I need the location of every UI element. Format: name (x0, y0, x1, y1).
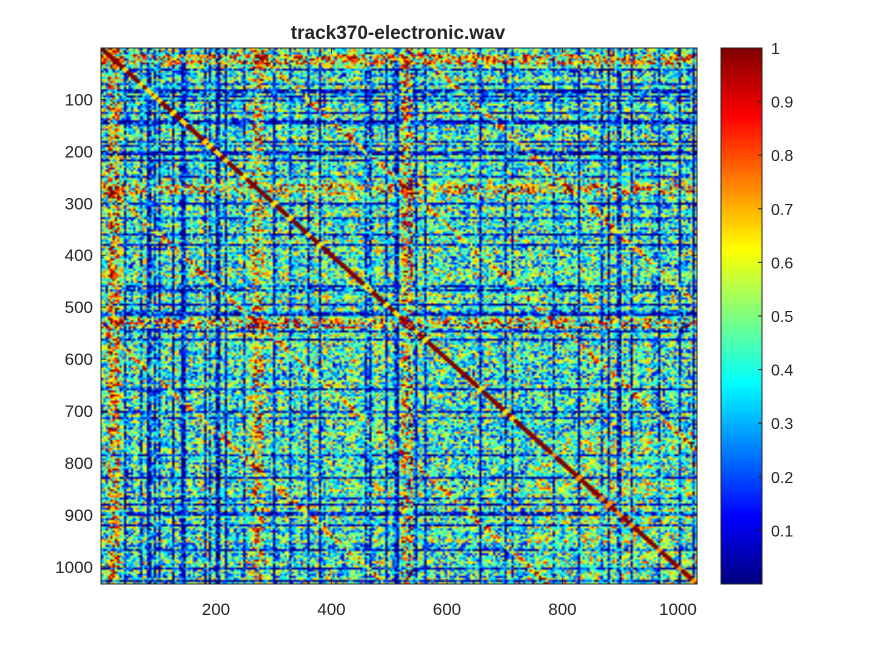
x-tick-label: 800 (548, 600, 576, 619)
x-tick-label: 200 (202, 600, 230, 619)
colorbar-tick-label: 0.7 (771, 202, 793, 219)
colorbar-ticks: 0.1 0.2 0.3 0.4 0.5 0.6 0.7 0.8 0.9 1 (758, 41, 793, 540)
y-tick-label: 900 (65, 506, 93, 525)
colorbar-tick-label: 0.1 (771, 523, 793, 540)
y-tick-label: 100 (65, 90, 93, 109)
plot-frame (100, 47, 698, 585)
colorbar-gradient (721, 48, 762, 584)
colorbar: 0.1 0.2 0.3 0.4 0.5 0.6 0.7 0.8 0.9 1 (720, 41, 793, 585)
colorbar-tick-label: 0.6 (771, 255, 793, 272)
heatmap-plot-area (100, 47, 698, 585)
colorbar-tick-label: 0.5 (771, 309, 793, 326)
x-tick-label: 400 (317, 600, 345, 619)
colorbar-tick-label: 0.8 (771, 148, 793, 165)
y-tick-label: 300 (65, 194, 93, 213)
colorbar-tick-label: 0.9 (771, 95, 793, 112)
colorbar-tick-label: 0.2 (771, 470, 793, 487)
y-tick-label: 1000 (55, 558, 93, 577)
colorbar-tick-label: 0.3 (771, 416, 793, 433)
x-tick-label: 600 (433, 600, 461, 619)
y-tick-label: 500 (65, 298, 93, 317)
colorbar-tick-label: 0.4 (771, 363, 793, 380)
heatmap-image (101, 48, 697, 584)
y-tick-label: 700 (65, 402, 93, 421)
chart-title: track370-electronic.wav (291, 23, 506, 44)
y-axis: 100 200 300 400 500 600 700 800 900 1000 (55, 90, 697, 577)
y-tick-label: 200 (65, 142, 93, 161)
y-tick-label: 600 (65, 350, 93, 369)
y-tick-label: 800 (65, 454, 93, 473)
y-tick-label: 400 (65, 246, 93, 265)
x-tick-label: 1000 (659, 600, 697, 619)
colorbar-tick-label: 1 (771, 41, 780, 58)
x-axis: 200 400 600 800 1000 (202, 48, 697, 619)
